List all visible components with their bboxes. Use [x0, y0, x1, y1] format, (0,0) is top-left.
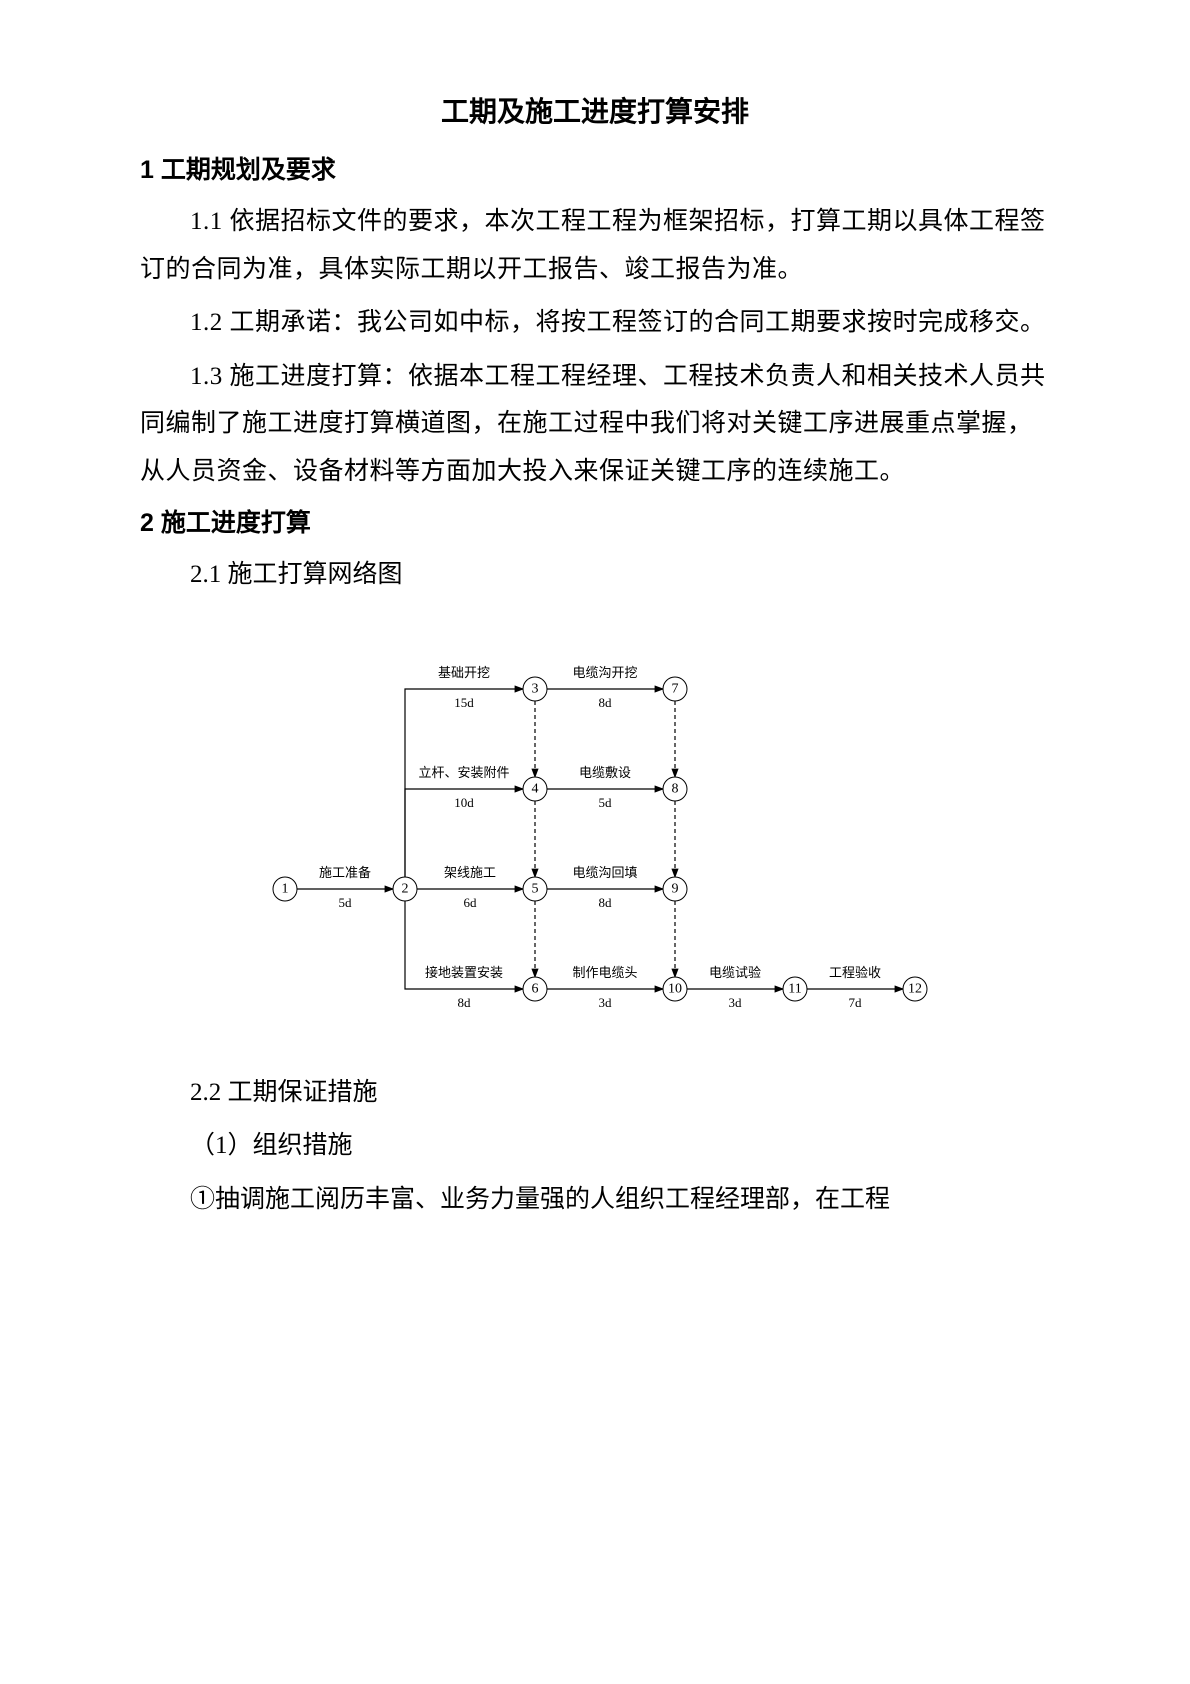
svg-text:8d: 8d [599, 895, 613, 910]
para-2-3: （1）组织措施 [140, 1122, 1050, 1170]
svg-text:8d: 8d [458, 995, 472, 1010]
para-2-4: ①抽调施工阅历丰富、业务力量强的人组织工程经理部，在工程 [140, 1176, 1050, 1224]
svg-text:3: 3 [532, 681, 539, 696]
svg-text:3d: 3d [729, 995, 743, 1010]
svg-text:4: 4 [532, 781, 539, 796]
para-2-2: 2.2 工期保证措施 [140, 1069, 1050, 1117]
svg-text:15d: 15d [454, 695, 474, 710]
svg-text:5d: 5d [599, 795, 613, 810]
svg-text:电缆沟开挖: 电缆沟开挖 [572, 665, 637, 680]
section2-heading: 2 施工进度打算 [140, 503, 1050, 539]
svg-text:2: 2 [402, 881, 409, 896]
para-1-3: 1.3 施工进度打算：依据本工程工程经理、工程技术负责人和相关技术人员共同编制了… [140, 353, 1050, 496]
para-1-2: 1.2 工期承诺：我公司如中标，将按工程签订的合同工期要求按时完成移交。 [140, 299, 1050, 347]
svg-text:1: 1 [282, 881, 289, 896]
svg-text:接地装置安装: 接地装置安装 [425, 965, 503, 980]
svg-text:基础开挖: 基础开挖 [438, 665, 490, 680]
svg-text:8d: 8d [599, 695, 613, 710]
svg-text:5: 5 [532, 881, 539, 896]
svg-text:11: 11 [788, 981, 801, 996]
svg-text:电缆敷设: 电缆敷设 [579, 765, 631, 780]
svg-text:10: 10 [668, 981, 682, 996]
svg-text:3d: 3d [599, 995, 613, 1010]
network-diagram: 施工准备5d基础开挖15d立杆、安装附件10d架线施工6d接地装置安装8d电缆沟… [255, 629, 935, 1029]
svg-text:施工准备: 施工准备 [319, 865, 371, 880]
svg-text:10d: 10d [454, 795, 474, 810]
svg-text:电缆试验: 电缆试验 [709, 965, 761, 980]
para-1-1: 1.1 依据招标文件的要求，本次工程工程为框架招标，打算工期以具体工程签订的合同… [140, 198, 1050, 293]
svg-text:架线施工: 架线施工 [444, 865, 496, 880]
page-title: 工期及施工进度打算安排 [140, 90, 1050, 130]
section1-heading: 1 工期规划及要求 [140, 150, 1050, 186]
svg-text:12: 12 [908, 981, 922, 996]
svg-text:6d: 6d [464, 895, 478, 910]
svg-text:9: 9 [672, 881, 679, 896]
svg-text:立杆、安装附件: 立杆、安装附件 [418, 765, 509, 780]
svg-text:工程验收: 工程验收 [829, 965, 881, 980]
svg-text:8: 8 [672, 781, 679, 796]
svg-text:电缆沟回填: 电缆沟回填 [572, 865, 637, 880]
para-2-1: 2.1 施工打算网络图 [140, 551, 1050, 599]
svg-text:7d: 7d [849, 995, 863, 1010]
svg-text:6: 6 [532, 981, 539, 996]
svg-text:制作电缆头: 制作电缆头 [572, 965, 637, 980]
svg-text:5d: 5d [339, 895, 353, 910]
svg-text:7: 7 [672, 681, 679, 696]
